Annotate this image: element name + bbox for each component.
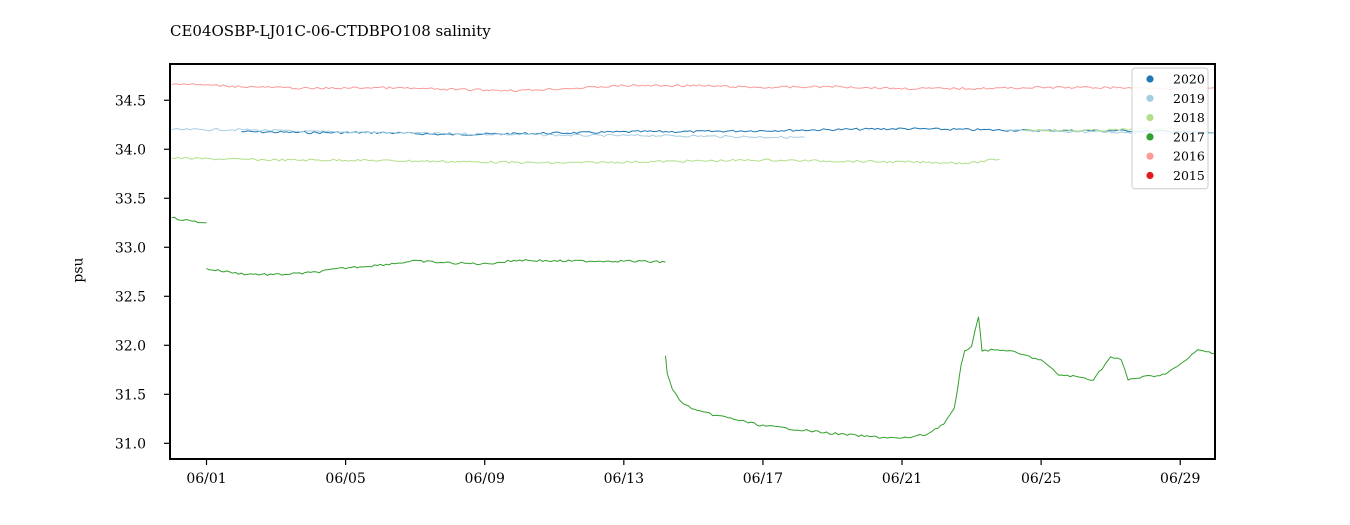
- legend-label: 2016: [1173, 149, 1205, 164]
- series-line-2016-1: [171, 83, 1216, 92]
- x-tick-label: 06/17: [743, 471, 783, 487]
- legend-marker-2020: [1146, 75, 1154, 83]
- axis-layer: 06/01 06/05 06/09 06/13 06/17 06/21 06/25 06/29…: [115, 63, 1216, 487]
- y-tick-label: 33.0: [115, 240, 146, 256]
- x-tick-label: 06/21: [882, 471, 922, 487]
- legend-marker-2015: [1146, 171, 1154, 180]
- legend-label: 2015: [1173, 168, 1205, 183]
- legend: 2020 2019 2018 2017 2016 2015: [1131, 67, 1209, 190]
- y-tick-label: 34.5: [115, 93, 146, 109]
- legend-marker-2017: [1146, 133, 1154, 141]
- x-tick-label: 06/13: [604, 471, 644, 487]
- x-tick-label: 06/29: [1160, 471, 1200, 487]
- series-line-2020-1: [241, 127, 1216, 136]
- legend-label: 2017: [1173, 129, 1205, 144]
- legend-marker-2019: [1146, 94, 1154, 102]
- series-line-2019-1: [171, 128, 805, 139]
- legend-marker-2018: [1146, 114, 1154, 122]
- x-tick-label: 06/01: [186, 471, 226, 487]
- legend-label: 2018: [1173, 110, 1205, 125]
- y-tick-label: 31.0: [115, 436, 146, 452]
- chart-title: CE04OSBP-LJ01C-06-CTDBPO108 salinity: [170, 22, 491, 40]
- series-line-2017-3: [665, 316, 1216, 439]
- plot-frame: [169, 63, 1216, 460]
- series-line-2018-1: [171, 156, 1000, 165]
- series-line-2017-1: [171, 216, 207, 224]
- y-tick-label: 33.5: [115, 191, 146, 207]
- x-tick-label: 06/09: [465, 471, 505, 487]
- x-tick-label: 06/25: [1021, 471, 1061, 487]
- y-tick-label: 32.5: [115, 289, 146, 305]
- y-tick-label: 34.0: [115, 142, 146, 158]
- x-tick-label: 06/05: [325, 471, 365, 487]
- series-line-2017-2: [206, 259, 666, 276]
- legend-label: 2019: [1173, 91, 1205, 106]
- y-tick-label: 31.5: [115, 387, 146, 403]
- series-layer: [171, 83, 1216, 439]
- legend-marker-2016: [1146, 152, 1154, 160]
- legend-label: 2020: [1173, 72, 1205, 87]
- y-tick-label: 32.0: [115, 338, 146, 354]
